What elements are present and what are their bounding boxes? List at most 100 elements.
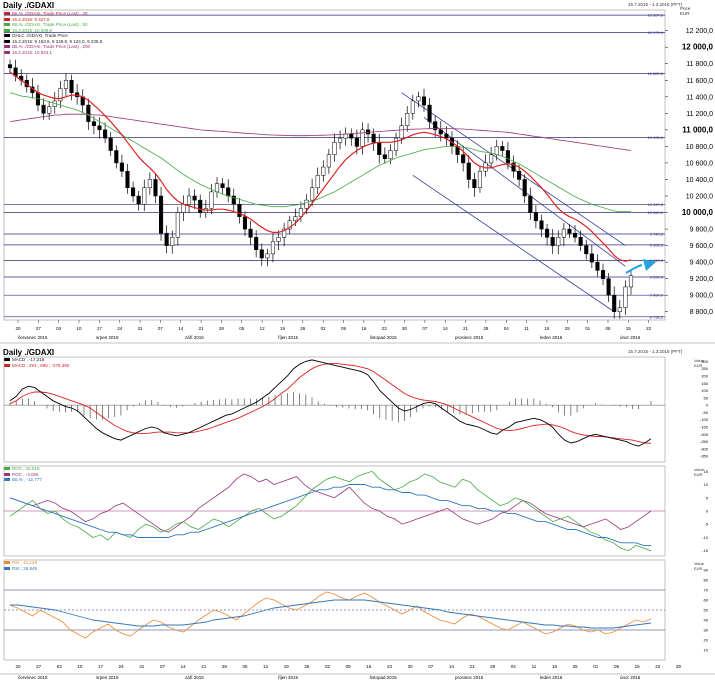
candle-body [186,195,192,205]
panel-y-tick-label: 80 [704,578,709,583]
candle-body [444,133,449,139]
candle-body [573,232,578,238]
candle-body [528,195,533,213]
roc-legend: ROC , 15,618 ROC , -3,026 BIL% , -12,777 [4,466,42,483]
candle-body [226,187,231,197]
level-label: 9 740,3 [650,232,664,237]
value-currency-label: EUR [694,566,703,571]
candle-body [259,249,264,259]
panel-y-tick-label: 0 [706,403,709,408]
month-label: listopad 2015 [370,335,397,340]
candle-body [108,137,113,151]
bottom-month-label: leden 2016 [540,675,563,680]
candle-body [517,170,522,180]
candle-body [545,228,550,238]
legend-entry: 16.2.2016: 10 009,6 [4,28,102,34]
x-tick-label: 28 [219,326,225,331]
bottom-x-tick-label: 23 [387,664,393,669]
legend-label: 16.2.2016: 9 163,6, 9 249,8, 9 124,0, 9 … [12,38,103,44]
level-label: 11 680,6 [648,71,664,76]
legend-swatch [4,34,10,38]
candle-body [360,129,365,147]
legend-entry: MACD ; 291 , 895 ; -278,390 [4,363,69,369]
y-tick-label: 11 800,0 [686,61,713,68]
candle-body [97,125,102,131]
legend-entry: RSI ; 36,845 [4,566,37,572]
candle-body [119,162,124,172]
y-tick-label: 10 400,0 [686,177,713,184]
candle-body [427,104,432,122]
bottom-x-tick-label: 07 [160,664,166,669]
x-tick-label: 22 [646,326,652,331]
bottom-x-tick-label: 07 [428,664,434,669]
candle-body [561,228,566,238]
y-tick-label: 9 800,0 [690,227,713,234]
legend-label: BIL% , -12,777 [12,477,42,482]
bottom-x-tick-label: 05 [242,664,248,669]
candle-body [237,204,242,217]
forecast-arrow-line [625,264,643,274]
candle-body [343,133,348,139]
month-label: červenec 2015 [18,335,48,340]
candle-body [421,96,427,106]
panel-y-tick-label: 250 [701,366,708,371]
legend-entry: 16.2.2016: 10 843,1 [4,50,102,56]
bottom-x-tick-label: 04 [511,664,517,669]
bottom-x-tick-label: 08 [614,664,620,669]
candle-body [461,154,466,164]
candle-body [349,133,354,139]
x-tick-label: 26 [300,326,306,331]
candle-body [125,170,130,188]
y-tick-label: 9 200,0 [690,276,713,283]
bottom-x-tick-label: 17 [98,664,104,669]
y-tick-label: 11 200,0 [686,111,713,118]
candle-body [153,179,158,197]
bottom-x-tick-label: 21 [201,664,207,669]
bottom-x-tick-label: 11 [532,664,537,669]
legend-entry: 16.2.2016: 9 163,6, 9 249,8, 9 124,0, 9 … [4,39,102,45]
candle-body [589,253,594,263]
panel-y-tick-label: -300 [700,446,709,451]
legend-label: RSI , 41,128 [12,560,38,565]
bottom-month-label: listopad 2015 [370,675,397,680]
legend-label: MACD , -17,218 [12,357,45,362]
x-tick-label: 08 [605,326,611,331]
candle-body [628,275,634,288]
value-unit-label: Value [694,358,705,363]
candle-body [332,142,337,155]
y-tick-label: 11 400,0 [686,94,713,101]
x-tick-label: 02 [321,326,327,331]
roc-blue-line [9,484,651,546]
level-label: 9 608,6 [650,242,664,247]
panel-y-tick-label: 15 [704,469,709,474]
x-tick-label: 14 [443,326,449,331]
macd-date-range: 15.7.2015 - 1.3.2016 (PFT) [628,349,683,354]
value-currency-label: EUR [694,472,703,477]
panel-y-tick-label: 30 [704,628,709,633]
level-label: 9 000,0 [650,293,664,298]
bottom-x-tick-label: 15 [635,664,641,669]
candle-body [556,237,561,246]
bottom-x-tick-label: 28 [490,664,496,669]
candle-body [91,121,96,126]
candle-body [494,146,499,155]
bottom-x-tick-label: 29 [676,664,682,669]
level-label: 10 906,6 [647,135,663,140]
legend-swatch [4,358,10,362]
macd-legend: MACD , -17,218 MACD ; 291 , 895 ; -278,39… [4,357,69,368]
legend-entry: BIL% ./GDAXI, Trade Price (Last) , 200 [4,44,102,50]
month-label: leden 2016 [540,335,563,340]
price-unit-label: Price [680,6,691,11]
bottom-month-label: červenec 2015 [18,675,48,680]
candle-body [86,104,91,122]
candle-body [405,113,410,126]
x-tick-label: 30 [402,326,408,331]
macd-panel-title: Daily ./GDAXI [3,348,55,357]
legend-label: ROC , 15,618 [12,466,40,471]
candle-body [399,125,404,139]
macd-signal-line [9,363,652,444]
x-tick-label: 27 [36,326,42,331]
legend-label: MACD ; 291 , 895 ; -278,390 [12,362,70,368]
candle-body [304,199,309,209]
legend-swatch [4,39,10,43]
